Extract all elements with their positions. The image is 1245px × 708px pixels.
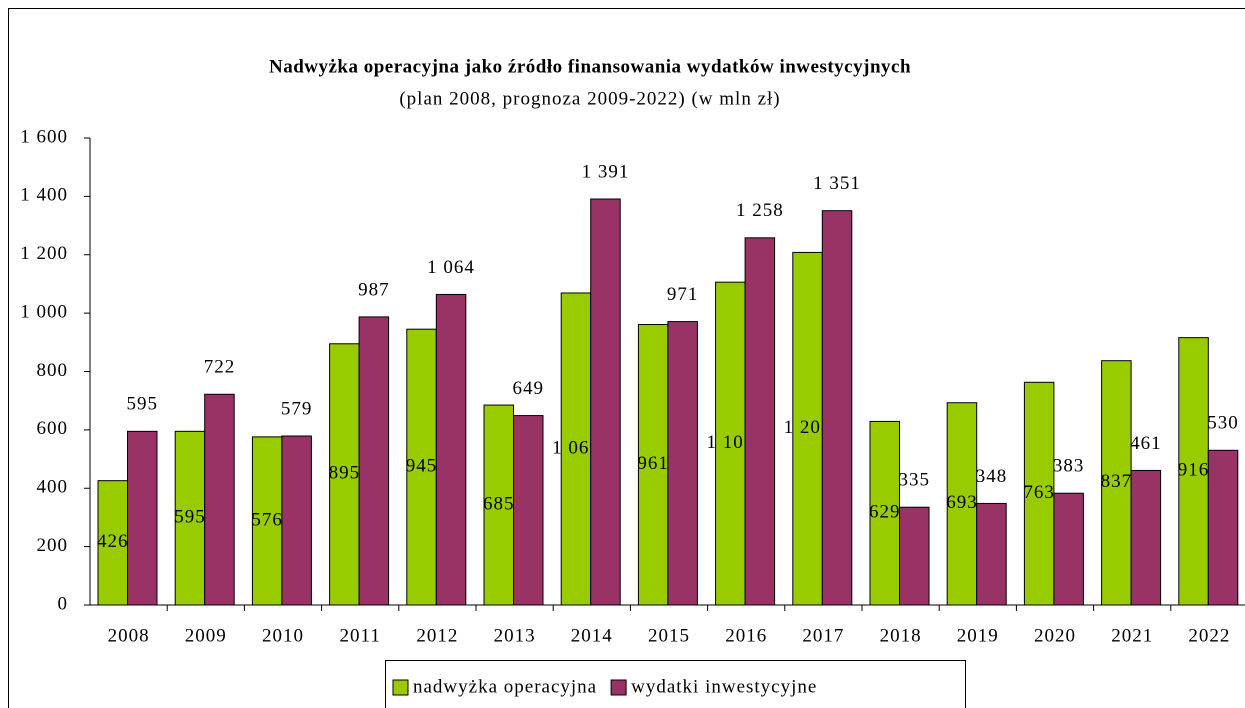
chart-subtitle: (plan 2008, prognoza 2009-2022) (w mln z… (399, 88, 780, 109)
y-tick-label: 1 200 (20, 243, 68, 264)
x-tick-label: 2011 (340, 625, 381, 646)
bar (204, 393, 235, 606)
x-tick-label: 2013 (494, 625, 536, 646)
y-tick-label: 400 (37, 477, 69, 498)
data-label: 1 208 (784, 417, 832, 438)
data-label: 916 (1178, 460, 1210, 481)
data-label: 1 069 (552, 437, 600, 458)
bar (281, 435, 312, 606)
data-label: 595 (127, 394, 159, 415)
bar (976, 502, 1007, 606)
y-tick-label: 800 (37, 360, 69, 381)
x-tick-label: 2009 (185, 625, 227, 646)
x-tick-label: 2012 (416, 625, 458, 646)
bar (590, 198, 621, 606)
legend-label: wydatki inwestycyjne (631, 676, 817, 697)
x-tick-label: 2014 (571, 625, 613, 646)
data-label: 335 (899, 470, 931, 491)
x-tick-label: 2010 (262, 625, 304, 646)
data-label: 426 (97, 531, 129, 552)
data-label: 971 (667, 284, 699, 305)
data-label: 530 (1207, 413, 1239, 434)
bar (1130, 469, 1162, 606)
bar (1101, 360, 1132, 606)
data-label: 722 (204, 357, 236, 378)
data-label: 1 391 (582, 161, 630, 182)
legend-label: nadwyżka operacyjna (413, 676, 597, 697)
data-label: 649 (513, 378, 545, 399)
data-label: 1 106 (706, 432, 754, 453)
data-label: 945 (406, 455, 438, 476)
data-label: 383 (1053, 456, 1085, 477)
data-label: 1 258 (736, 200, 784, 221)
y-tick-label: 200 (37, 535, 69, 556)
chart-title: Nadwyżka operacyjna jako źródło finansow… (269, 56, 911, 77)
bar (406, 328, 437, 606)
y-tick-label: 0 (58, 593, 69, 614)
y-tick-label: 1 600 (20, 126, 68, 147)
bar (792, 251, 823, 606)
x-tick-label: 2021 (1111, 625, 1153, 646)
data-label: 629 (869, 502, 901, 523)
bar (127, 430, 158, 606)
bar (1207, 449, 1239, 606)
x-tick-label: 2019 (957, 625, 999, 646)
bar (869, 420, 900, 606)
bar (1053, 492, 1084, 606)
data-label: 579 (281, 398, 313, 419)
bar (667, 321, 698, 606)
bar (435, 293, 467, 606)
data-label: 576 (251, 509, 283, 530)
y-tick-label: 1 000 (20, 301, 68, 322)
bar (174, 430, 206, 606)
x-tick-label: 2008 (108, 625, 150, 646)
data-label: 987 (358, 279, 390, 300)
bar (97, 480, 128, 606)
data-label: 763 (1023, 482, 1055, 503)
data-label: 685 (483, 493, 515, 514)
bar (715, 281, 746, 606)
legend-swatch (392, 679, 409, 696)
x-tick-label: 2022 (1188, 625, 1230, 646)
data-label: 348 (976, 466, 1008, 487)
bar (899, 506, 930, 606)
data-label: 595 (174, 507, 206, 528)
x-tick-label: 2018 (880, 625, 922, 646)
legend-box (385, 660, 966, 708)
data-label: 1 064 (427, 257, 475, 278)
bar (946, 402, 978, 606)
bar (251, 436, 283, 606)
bar (744, 237, 776, 606)
data-label: 895 (329, 463, 361, 484)
bar (329, 343, 360, 606)
legend-swatch (610, 679, 627, 696)
x-tick-label: 2016 (725, 625, 767, 646)
bar (821, 210, 853, 606)
bar (1023, 381, 1055, 606)
x-tick-label: 2017 (802, 625, 844, 646)
data-label: 461 (1130, 433, 1162, 454)
y-tick-label: 600 (37, 418, 69, 439)
x-tick-label: 2020 (1034, 625, 1076, 646)
x-tick-label: 2015 (648, 625, 690, 646)
bar (1178, 337, 1209, 606)
bar (513, 415, 544, 606)
y-tick-label: 1 400 (20, 185, 68, 206)
data-label: 1 351 (813, 173, 861, 194)
bar (560, 292, 592, 606)
data-label: 837 (1101, 471, 1133, 492)
bar (358, 316, 390, 606)
data-label: 961 (637, 453, 669, 474)
data-label: 693 (946, 492, 978, 513)
